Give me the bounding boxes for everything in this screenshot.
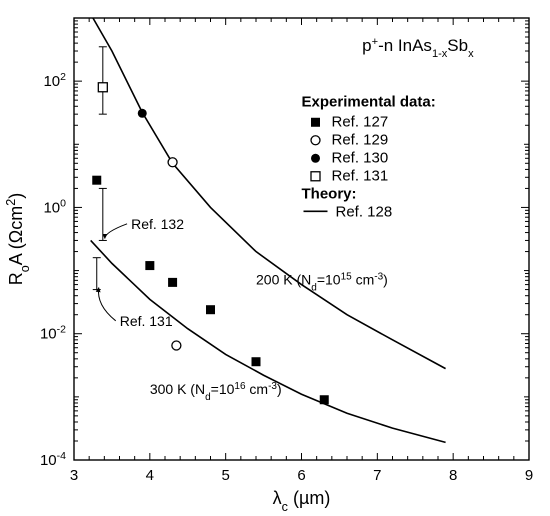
x-tick-label: 9 — [525, 467, 533, 484]
x-tick-label: 8 — [449, 467, 457, 484]
curve-label-300K: 300 K (Nd=1016 cm-3) — [150, 381, 282, 403]
x-tick-label: 3 — [70, 467, 78, 484]
legend-header: Theory: — [302, 185, 357, 202]
x-tick-label: 4 — [146, 467, 154, 484]
x-tick-label: 6 — [297, 467, 305, 484]
legend-item: Ref. 131 — [332, 167, 389, 184]
chart-title: p+-n InAs1-xSbx — [362, 36, 474, 60]
x-axis-label: λc (µm) — [273, 488, 331, 514]
y-axis-label: RoA (Ωcm2) — [4, 193, 32, 286]
curve-label-200K: 200 K (Nd=1015 cm-3) — [256, 271, 388, 293]
legend-item: Ref. 128 — [336, 203, 393, 220]
callout-label: Ref. 131 — [120, 313, 173, 329]
legend-item: Ref. 130 — [332, 149, 389, 166]
y-tick-label: 10-4 — [40, 450, 66, 469]
y-tick-label: 102 — [43, 71, 66, 90]
x-tick-label: 7 — [373, 467, 381, 484]
callout-label: Ref. 132 — [131, 216, 184, 232]
chart-svg: 3 4 5 6 7 8 9 10-4 10-2 100 102 RoA (Ωcm2) λc (µm) p+… — [0, 0, 550, 516]
y-tick-label: 10-2 — [40, 324, 66, 343]
x-tick-label: 5 — [221, 467, 229, 484]
legend-item: Ref. 129 — [332, 131, 389, 148]
legend-item: Ref. 127 — [332, 113, 389, 130]
y-tick-label: 100 — [43, 197, 66, 216]
legend-header: Experimental data: — [302, 93, 436, 110]
chart-container: 3 4 5 6 7 8 9 10-4 10-2 100 102 RoA (Ωcm2) λc (µm) p+… — [0, 0, 550, 516]
